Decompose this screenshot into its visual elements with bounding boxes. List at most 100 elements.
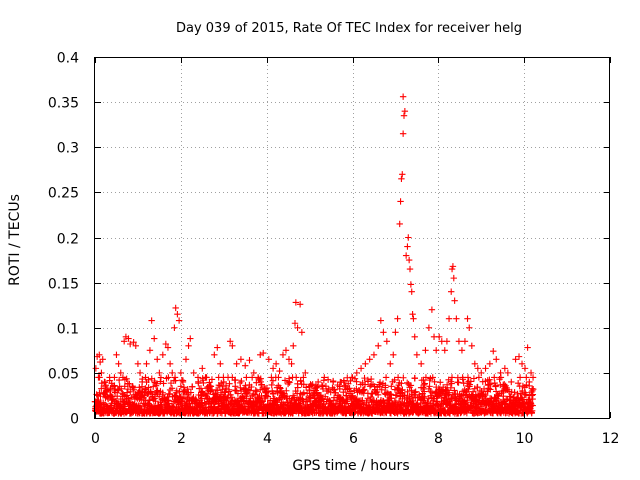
y-tick-label: 0.25 xyxy=(48,186,79,202)
baseline-point xyxy=(446,398,454,406)
baseline-point xyxy=(523,381,530,389)
data-point xyxy=(390,351,397,359)
baseline-point xyxy=(378,386,385,394)
data-point xyxy=(468,342,476,349)
data-point xyxy=(518,360,526,368)
baseline-point xyxy=(281,377,289,384)
data-point xyxy=(171,324,178,331)
data-point xyxy=(95,374,102,381)
data-point xyxy=(501,365,509,372)
baseline-point xyxy=(464,374,472,381)
baseline-point xyxy=(347,388,355,395)
y-tick-label: 0.05 xyxy=(48,367,79,383)
chart-title: Day 039 of 2015, Rate Of TEC Index for r… xyxy=(176,21,522,36)
data-point xyxy=(451,297,458,304)
data-point xyxy=(276,367,283,375)
baseline-point xyxy=(102,382,110,389)
data-point xyxy=(203,374,210,381)
data-point xyxy=(99,356,106,363)
data-point xyxy=(406,265,414,273)
data-point xyxy=(242,362,249,369)
data-point xyxy=(399,130,407,137)
data-points xyxy=(91,93,536,405)
data-point xyxy=(345,380,352,387)
baseline-point xyxy=(522,391,530,398)
data-point xyxy=(229,342,236,349)
data-point xyxy=(220,378,227,386)
data-point xyxy=(214,344,221,351)
baseline-point xyxy=(168,385,176,392)
y-tick-label: 0.4 xyxy=(57,51,79,67)
baseline-point xyxy=(426,383,433,390)
data-point xyxy=(233,360,240,368)
baseline-point xyxy=(246,387,254,394)
data-point xyxy=(455,338,463,345)
y-tick-label: 0 xyxy=(70,412,79,428)
data-point xyxy=(357,365,365,372)
baseline-point xyxy=(222,382,230,389)
data-point xyxy=(397,198,404,205)
baseline-point xyxy=(145,384,152,391)
x-tick-label: 12 xyxy=(602,431,620,447)
data-point xyxy=(136,369,144,377)
data-point xyxy=(250,369,257,377)
data-point xyxy=(450,274,457,282)
data-point xyxy=(336,383,343,390)
baseline-point xyxy=(153,380,160,387)
baseline-point xyxy=(374,391,382,398)
baseline-point xyxy=(388,383,395,390)
data-point xyxy=(134,360,142,368)
data-point xyxy=(383,338,391,345)
baseline-point xyxy=(448,374,456,381)
baseline-point xyxy=(451,387,458,394)
data-point xyxy=(482,365,489,372)
data-point xyxy=(306,383,313,390)
baseline-point xyxy=(145,376,152,384)
y-tick-label: 0.3 xyxy=(57,141,79,157)
data-point xyxy=(405,234,412,241)
baseline-point xyxy=(275,374,282,381)
data-point xyxy=(117,369,124,377)
data-point xyxy=(329,378,337,386)
baseline-point xyxy=(492,382,499,389)
data-point xyxy=(169,369,176,377)
x-tick-label: 0 xyxy=(91,431,100,447)
baseline-point xyxy=(523,374,530,381)
data-point xyxy=(172,304,179,312)
data-point xyxy=(508,378,515,386)
data-point xyxy=(399,93,407,100)
data-point xyxy=(98,369,105,377)
baseline-point xyxy=(516,374,524,381)
data-point xyxy=(199,365,206,372)
baseline-point xyxy=(293,374,300,381)
baseline-point xyxy=(258,381,265,388)
baseline-point xyxy=(181,395,189,402)
baseline-point xyxy=(253,388,260,395)
baseline-point xyxy=(226,380,233,387)
baseline-point xyxy=(448,380,455,387)
baseline-point xyxy=(360,386,368,393)
data-point xyxy=(106,392,114,399)
baseline-point xyxy=(446,389,453,396)
data-point xyxy=(478,369,485,377)
data-point xyxy=(497,369,504,377)
data-point xyxy=(182,356,190,363)
data-point xyxy=(486,360,494,368)
x-axis-label: GPS time / hours xyxy=(292,458,409,474)
data-point xyxy=(139,378,146,386)
baseline-point xyxy=(189,383,196,391)
baseline-point xyxy=(127,388,134,396)
data-point xyxy=(353,369,360,377)
baseline-point xyxy=(511,389,518,396)
data-point xyxy=(398,175,405,183)
baseline-point xyxy=(424,398,431,406)
baseline-point xyxy=(414,399,421,407)
data-point xyxy=(179,378,187,386)
data-point xyxy=(190,369,197,377)
data-point xyxy=(408,288,415,295)
data-point xyxy=(194,374,202,381)
baseline-point xyxy=(404,388,411,395)
baseline-point xyxy=(447,384,455,392)
baseline-point xyxy=(228,394,236,401)
baseline-point xyxy=(491,374,498,381)
